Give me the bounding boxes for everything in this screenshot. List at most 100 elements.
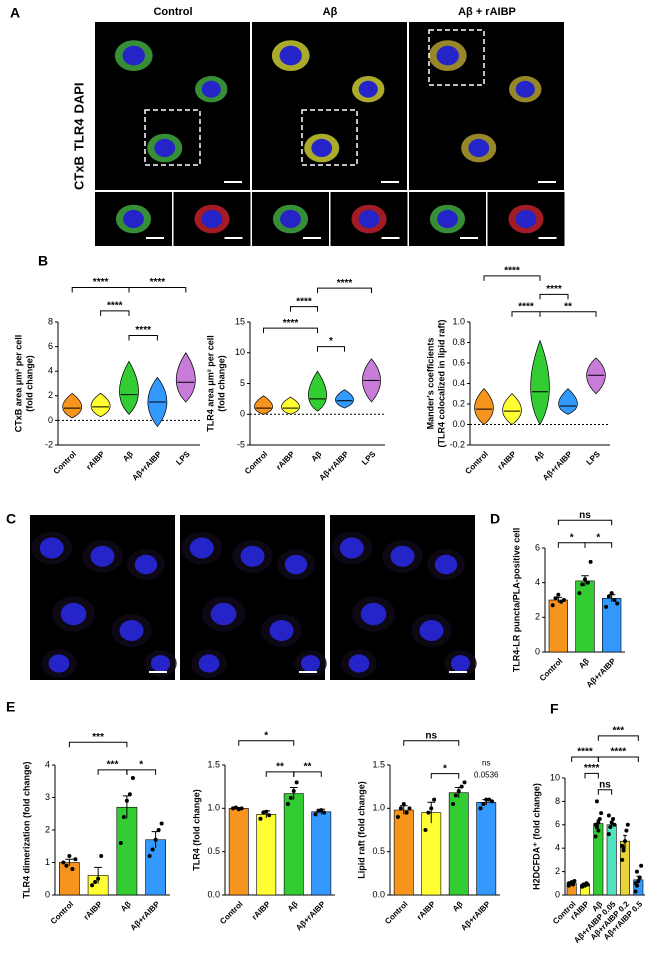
y-tick-label: -0.2 (449, 439, 465, 449)
y-tick-label: 0.4 (452, 378, 465, 388)
y-axis-label: (fold change) (216, 355, 226, 412)
data-point (580, 883, 585, 888)
y-tick-label: 10 (235, 347, 245, 357)
data-point (258, 816, 263, 821)
y-tick-label: 2 (535, 612, 540, 622)
y-tick-label: 6 (535, 542, 540, 552)
data-point (611, 816, 616, 821)
significance-label: **** (135, 325, 151, 336)
error-bar (65, 858, 74, 866)
significance-label: ns (579, 510, 591, 521)
cell-nucleus (360, 602, 387, 626)
bar (256, 814, 277, 896)
data-point (490, 799, 495, 804)
data-point (61, 860, 66, 865)
data-point (612, 598, 617, 602)
bar (448, 792, 469, 896)
bar (476, 801, 497, 896)
y-tick-label: 2 (555, 866, 560, 876)
data-point (585, 580, 590, 585)
significance-bracket (68, 741, 128, 748)
data-point (596, 820, 601, 825)
data-point (608, 825, 613, 830)
significance-label: **** (93, 277, 109, 288)
data-point (118, 841, 123, 845)
data-point (639, 863, 644, 868)
y-tick-label: 4 (48, 366, 53, 376)
data-point (606, 594, 611, 599)
cell-nucleus (284, 554, 308, 575)
significance-bracket (128, 335, 158, 341)
y-tick-label: 1.5 (207, 759, 220, 769)
y-axis-label: Mander's coefficients (425, 338, 435, 430)
significance-label: **** (296, 296, 312, 307)
data-point (588, 559, 593, 564)
data-point (484, 797, 489, 802)
significance-label: **** (584, 763, 600, 774)
data-point (426, 810, 431, 815)
y-tick-label: 1.0 (452, 316, 465, 326)
x-tick-label: Aβ+rAIBP (585, 656, 618, 689)
significance-bracket (557, 519, 613, 526)
violin (119, 360, 139, 415)
data-point (577, 591, 582, 596)
violin (558, 388, 578, 415)
y-tick-label: 1.0 (372, 803, 385, 813)
x-tick-label: LPS (585, 449, 603, 467)
cell-nucleus (198, 654, 220, 673)
y-axis-label: H2DCFDA⁺ (fold change) (531, 783, 541, 890)
data-point (395, 815, 400, 819)
data-point (621, 848, 626, 853)
data-point (73, 857, 78, 862)
cell-nucleus (279, 45, 302, 66)
significance-bracket (571, 756, 599, 762)
data-point (90, 883, 95, 888)
y-tick-label: 0.5 (207, 846, 220, 856)
cell-nucleus (311, 138, 333, 158)
data-point (620, 843, 625, 848)
data-point (609, 591, 614, 596)
x-tick-label: Control (383, 900, 409, 926)
x-tick-label: Control (218, 900, 244, 926)
x-tick-label: Aβ (286, 899, 300, 913)
data-point (153, 837, 158, 842)
y-tick-label: 15 (235, 316, 245, 326)
y-tick-label: 0 (48, 415, 53, 425)
significance-label: * (264, 730, 268, 741)
x-tick-label: rAIBP (250, 899, 273, 922)
x-tick-label: Aβ (309, 449, 323, 463)
violin (62, 392, 83, 419)
significance-bracket (584, 772, 599, 779)
cell-nucleus (122, 45, 145, 66)
panel-letter: B (38, 253, 48, 269)
data-point (553, 596, 558, 601)
significance-bracket (71, 287, 130, 293)
data-point (481, 802, 486, 806)
data-point (159, 821, 164, 826)
significance-label: ns (599, 779, 611, 790)
y-tick-label: 10 (550, 772, 560, 782)
significance-bracket (265, 771, 295, 777)
stain-label: TLR4 (71, 118, 86, 151)
data-point (288, 795, 293, 800)
violin (474, 388, 494, 425)
x-tick-label: Aβ (119, 899, 133, 913)
data-point (233, 805, 238, 810)
error-bar (94, 866, 103, 884)
panel-letter: D (490, 511, 500, 527)
data-point (612, 822, 617, 827)
data-point (130, 776, 135, 780)
inset-box (144, 109, 201, 166)
data-point (264, 809, 269, 814)
y-tick-label: 5 (240, 378, 245, 388)
significance-bracket (557, 542, 586, 548)
y-tick-label: 4 (535, 577, 540, 587)
y-axis-label: (TLR4 colocalized in lipid raft) (436, 319, 446, 447)
y-tick-label: 0 (45, 889, 50, 899)
data-point (609, 820, 614, 825)
significance-bracket (539, 293, 569, 300)
data-point (556, 592, 561, 597)
y-tick-label: 4 (555, 843, 560, 853)
significance-bracket (238, 740, 295, 746)
